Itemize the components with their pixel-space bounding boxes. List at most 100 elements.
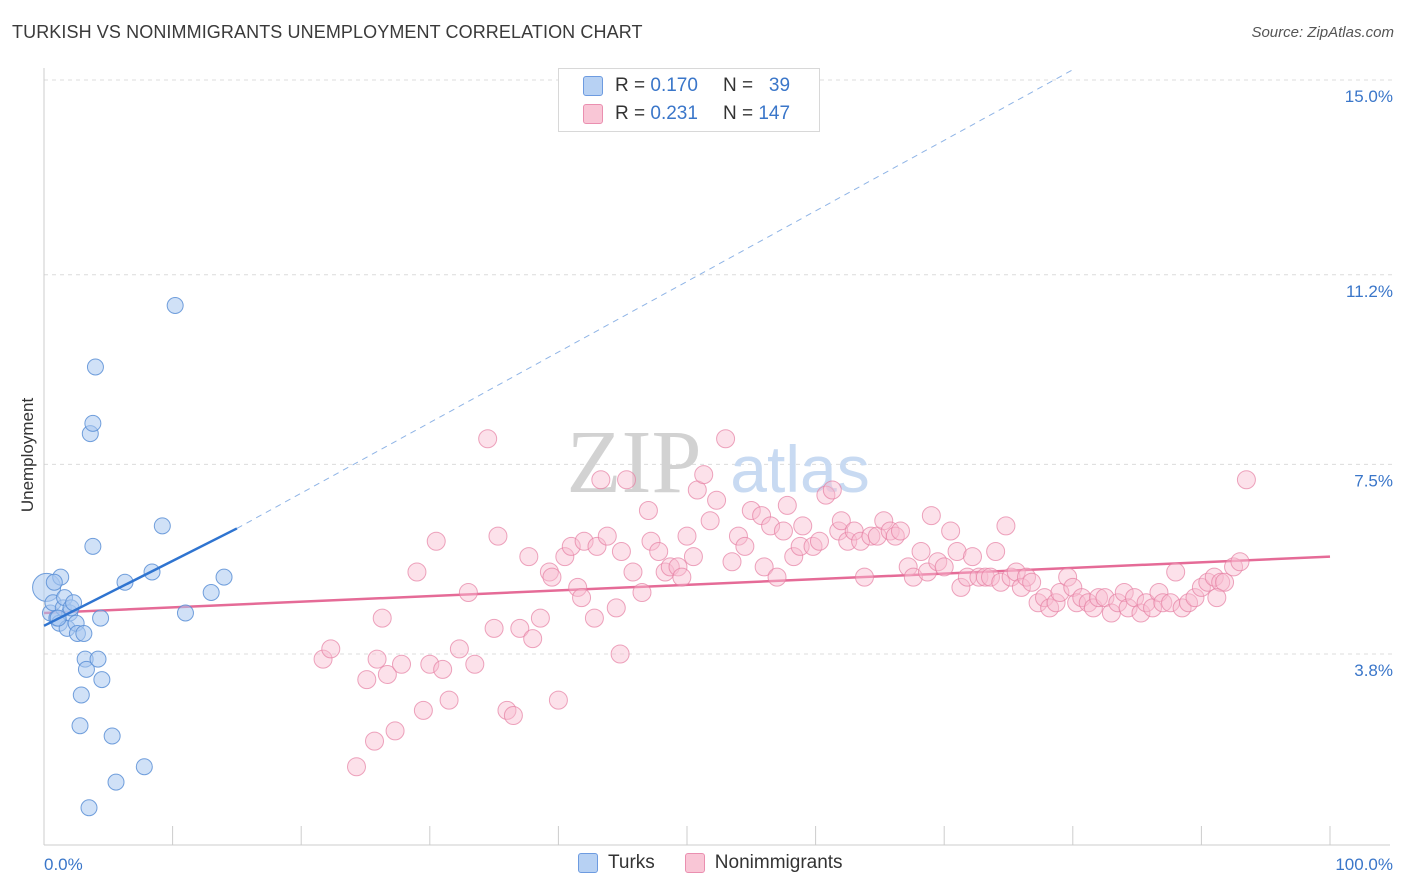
- nonimmigrants-point: [385, 721, 405, 741]
- nonimmigrants-point: [407, 562, 427, 582]
- nonimmigrants-point: [1089, 588, 1109, 608]
- nonimmigrants-point: [683, 547, 703, 567]
- nonimmigrants-point: [822, 480, 842, 500]
- nonimmigrants-point: [503, 706, 523, 725]
- nonimmigrants-point: [542, 567, 562, 587]
- nonimmigrants-point: [539, 562, 559, 582]
- nonimmigrants-points: [313, 429, 1256, 777]
- nonimmigrants-point: [934, 557, 954, 577]
- nonimmigrants-point: [632, 583, 652, 602]
- nonimmigrants-point: [497, 700, 517, 720]
- nonimmigrants-point: [874, 511, 894, 531]
- turks-point: [71, 717, 89, 735]
- nonimmigrants-point: [854, 567, 874, 587]
- nonimmigrants-point: [1136, 593, 1156, 613]
- nonimmigrants-point: [880, 521, 900, 541]
- nonimmigrants-point: [572, 588, 592, 608]
- nonimmigrants-point: [1224, 557, 1244, 577]
- nonimmigrants-point: [777, 495, 797, 515]
- nonimmigrants-point: [677, 526, 697, 546]
- nonimmigrants-point: [433, 659, 453, 679]
- nonimmigrants-point: [969, 567, 989, 587]
- turks-n-value: 39: [768, 75, 791, 96]
- nonimmigrants-point: [519, 547, 539, 567]
- nonimmigrants-point: [831, 511, 851, 531]
- nonimm-r-label: R =: [615, 103, 646, 124]
- nonimmigrants-point: [885, 526, 905, 546]
- legend-item-turks[interactable]: Turks: [578, 852, 655, 874]
- chart-title: TURKISH VS NONIMMIGRANTS UNEMPLOYMENT CO…: [12, 22, 643, 42]
- y-tick-label: 11.2%: [1346, 282, 1393, 301]
- nonimmigrants-point: [1118, 598, 1138, 618]
- nonimm-r-value: 0.231: [650, 103, 698, 124]
- nonimmigrants-point: [928, 552, 948, 572]
- nonimmigrants-point: [1166, 562, 1186, 582]
- nonimm-n-value: 147: [758, 103, 791, 124]
- nonimmigrants-point: [372, 608, 392, 628]
- turks-point: [75, 625, 93, 642]
- nonimmigrants-point: [561, 536, 581, 556]
- nonimmigrants-point: [1204, 567, 1224, 587]
- turks-point: [107, 773, 125, 791]
- nonimmigrants-point: [991, 572, 1011, 592]
- nonimmigrants-point: [1185, 588, 1205, 608]
- nonimmigrants-point: [420, 654, 440, 674]
- turks-point: [72, 686, 90, 704]
- turks-points: [32, 297, 233, 817]
- turks-point: [45, 573, 63, 591]
- nonimmigrants-point: [478, 429, 498, 449]
- turks-point: [103, 727, 121, 745]
- nonimmigrants-point: [1046, 593, 1066, 613]
- nonimmigrants-point: [465, 654, 485, 674]
- nonimmigrants-point: [996, 516, 1016, 536]
- nonimmigrants-point: [530, 608, 550, 628]
- nonimmigrants-point: [1040, 598, 1060, 618]
- correlation-legend: R = 0.170 N = 39 R = 0.231 N = 147: [558, 68, 820, 132]
- nonimmigrants-point: [1035, 588, 1055, 608]
- turks-r-label: R =: [615, 75, 646, 96]
- legend-item-nonimmigrants[interactable]: Nonimmigrants: [684, 852, 843, 874]
- turks-point: [86, 358, 104, 376]
- turks-point: [77, 660, 95, 678]
- nonimmigrants-point: [611, 542, 631, 561]
- nonimmigrants-point: [809, 531, 829, 551]
- nonimmigrants-point: [413, 700, 433, 720]
- turks-n-label: N =: [722, 75, 754, 96]
- nonimmigrants-point: [911, 542, 931, 561]
- nonimmigrants-point: [488, 526, 508, 546]
- nonimmigrants-point: [1207, 588, 1227, 608]
- nonimmigrants-point: [439, 690, 459, 710]
- nonimmigrants-point: [367, 649, 387, 669]
- watermark: ZIP atlas: [567, 413, 870, 512]
- series-legend: Turks Nonimmigrants: [578, 852, 873, 874]
- y-tick-label: 3.8%: [1354, 661, 1393, 680]
- nonimmigrants-point: [980, 567, 1000, 587]
- turks-point: [84, 414, 102, 432]
- nonimmigrants-point: [793, 516, 813, 536]
- nonimm-legend-label: Nonimmigrants: [714, 852, 843, 873]
- nonimmigrants-point: [716, 429, 736, 449]
- nonimmigrants-point: [890, 521, 910, 541]
- nonimmigrants-point: [377, 665, 397, 684]
- nonimmigrants-point: [638, 501, 658, 520]
- nonimmigrants-point: [426, 531, 446, 551]
- turks-trend: [43, 69, 1074, 627]
- nonimmigrants-point: [574, 531, 594, 551]
- nonimmigrants-point: [1011, 577, 1031, 597]
- nonimmigrants-point: [975, 567, 995, 587]
- nonimmigrants-point: [1058, 567, 1078, 587]
- nonimmigrants-point: [668, 557, 688, 577]
- nonimmigrants-point: [903, 567, 923, 587]
- nonimmigrants-point: [313, 649, 333, 669]
- turks-point: [89, 650, 107, 668]
- turks-point: [153, 517, 171, 535]
- turks-swatch: [583, 76, 603, 96]
- nonimmigrants-point: [947, 542, 967, 561]
- legend-row-turks: R = 0.170 N = 39: [583, 73, 790, 99]
- y-tick-label: 7.5%: [1354, 471, 1393, 490]
- turks-trend-extension: [236, 69, 1074, 529]
- nonimmigrants-point: [735, 536, 755, 556]
- nonimmigrants-point: [921, 506, 941, 526]
- nonimmigrants-point: [623, 562, 643, 582]
- nonimmigrants-point: [898, 557, 918, 577]
